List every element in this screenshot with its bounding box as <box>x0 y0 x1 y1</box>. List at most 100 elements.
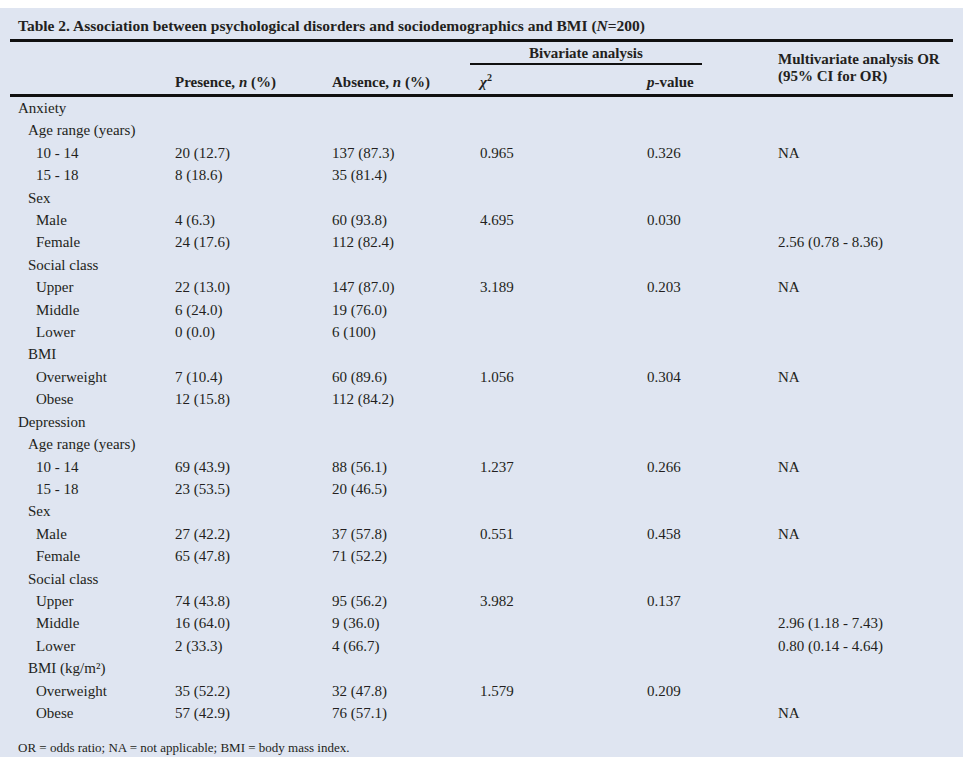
table-title-n-symbol: N <box>597 17 608 34</box>
presence-cell: 7 (10.4) <box>175 366 332 388</box>
table-row: Female 24 (17.6) 112 (82.4) 2.56 (0.78 -… <box>10 231 953 253</box>
header-spanner-row: Bivariate analysis Multivariate analysis… <box>10 42 953 65</box>
bivariate-header-label: Bivariate analysis <box>470 45 702 65</box>
p-value-cell: 0.458 <box>647 523 778 545</box>
chi2-cell <box>480 164 647 186</box>
row-label-cell: Social class <box>10 254 175 276</box>
table-row: Sex <box>10 187 953 209</box>
absence-cell: 32 (47.8) <box>332 680 480 702</box>
absence-cell: 76 (57.1) <box>332 702 480 724</box>
or-cell: NA <box>778 142 953 164</box>
absence-cell: 112 (82.4) <box>332 231 480 253</box>
chi2-cell <box>480 187 647 209</box>
row-label-cell: 15 - 18 <box>10 478 175 500</box>
or-cell <box>778 209 953 231</box>
absence-cell: 137 (87.3) <box>332 142 480 164</box>
table-row: Social class <box>10 254 953 276</box>
p-value-cell <box>647 343 778 365</box>
header-empty-cell <box>10 42 480 65</box>
p-value-cell <box>647 388 778 410</box>
or-cell: NA <box>778 456 953 478</box>
p-value-cell: 0.326 <box>647 142 778 164</box>
presence-cell: 4 (6.3) <box>175 209 332 231</box>
row-label-cell: Sex <box>10 500 175 522</box>
chi2-cell <box>480 545 647 567</box>
multivariate-header-line1: Multivariate analysis OR <box>778 51 953 68</box>
p-value-cell <box>647 478 778 500</box>
p-value-header: p-value <box>647 65 778 96</box>
absence-cell <box>332 254 480 276</box>
presence-header: Presence, n (%) <box>175 65 332 96</box>
presence-cell: 27 (42.2) <box>175 523 332 545</box>
p-value-cell: 0.030 <box>647 209 778 231</box>
presence-cell: 0 (0.0) <box>175 321 332 343</box>
row-label-cell: Overweight <box>10 680 175 702</box>
row-label-cell: Depression <box>10 411 175 433</box>
row-label-cell: 10 - 14 <box>10 456 175 478</box>
presence-cell: 12 (15.8) <box>175 388 332 410</box>
table-row: 15 - 18 23 (53.5) 20 (46.5) <box>10 478 953 500</box>
presence-cell: 74 (43.8) <box>175 590 332 612</box>
absence-cell <box>332 119 480 141</box>
absence-cell: 112 (84.2) <box>332 388 480 410</box>
chi2-cell <box>480 411 647 433</box>
absence-cell <box>332 657 480 679</box>
p-value-cell <box>647 433 778 455</box>
row-label-cell: BMI (kg/m²) <box>10 657 175 679</box>
presence-cell <box>175 187 332 209</box>
row-label-cell: Upper <box>10 276 175 298</box>
or-cell: NA <box>778 702 953 724</box>
chi2-cell: 0.551 <box>480 523 647 545</box>
absence-cell: 88 (56.1) <box>332 456 480 478</box>
p-value-cell <box>647 568 778 590</box>
presence-cell <box>175 96 332 120</box>
or-cell: 2.96 (1.18 - 7.43) <box>778 612 953 634</box>
presence-cell <box>175 411 332 433</box>
p-value-cell: 0.203 <box>647 276 778 298</box>
absence-cell: 71 (52.2) <box>332 545 480 567</box>
row-label-cell: Overweight <box>10 366 175 388</box>
table-row: Sex <box>10 500 953 522</box>
table-row: Middle 6 (24.0) 19 (76.0) <box>10 299 953 321</box>
row-label-cell: Female <box>10 231 175 253</box>
absence-cell <box>332 500 480 522</box>
table-row: 10 - 14 20 (12.7) 137 (87.3) 0.965 0.326… <box>10 142 953 164</box>
chi2-cell <box>480 612 647 634</box>
chi2-cell <box>480 433 647 455</box>
table-row: Obese 12 (15.8) 112 (84.2) <box>10 388 953 410</box>
absence-cell <box>332 343 480 365</box>
or-cell <box>778 299 953 321</box>
row-label-cell: Female <box>10 545 175 567</box>
chi-square-header: χ2 <box>480 65 647 96</box>
presence-header-n: n <box>239 74 247 90</box>
chi2-cell: 1.579 <box>480 680 647 702</box>
chi2-cell <box>480 321 647 343</box>
presence-cell <box>175 500 332 522</box>
or-cell <box>778 187 953 209</box>
page: Table 2. Association between psychologic… <box>0 0 963 765</box>
table-row: Anxiety <box>10 96 953 120</box>
chi2-cell <box>480 500 647 522</box>
or-cell <box>778 96 953 120</box>
presence-cell: 6 (24.0) <box>175 299 332 321</box>
table-title-text: Table 2. Association between psychologic… <box>18 17 597 34</box>
absence-cell: 20 (46.5) <box>332 478 480 500</box>
presence-cell <box>175 119 332 141</box>
or-cell <box>778 321 953 343</box>
table-body: Anxiety Age range (years) 10 - 14 20 (12… <box>10 96 953 725</box>
presence-cell <box>175 254 332 276</box>
p-value-cell <box>647 187 778 209</box>
row-label-cell: Age range (years) <box>10 433 175 455</box>
absence-cell <box>332 568 480 590</box>
multivariate-header-cell: Multivariate analysis OR (95% CI for OR) <box>778 42 953 96</box>
chi2-cell <box>480 343 647 365</box>
row-label-cell: Male <box>10 209 175 231</box>
or-cell <box>778 411 953 433</box>
chi2-cell <box>480 388 647 410</box>
absence-header: Absence, n (%) <box>332 65 480 96</box>
presence-cell: 35 (52.2) <box>175 680 332 702</box>
stats-table: Bivariate analysis Multivariate analysis… <box>10 42 953 724</box>
or-cell <box>778 568 953 590</box>
presence-header-suffix: (%) <box>247 74 276 90</box>
table-row: Female 65 (47.8) 71 (52.2) <box>10 545 953 567</box>
